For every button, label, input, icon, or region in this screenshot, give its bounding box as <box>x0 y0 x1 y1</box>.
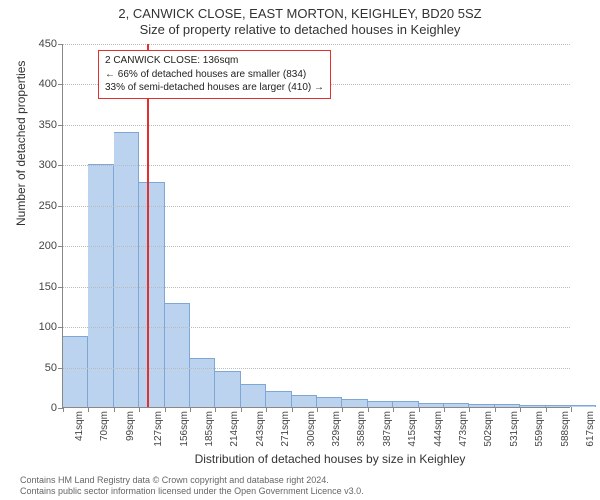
gridline <box>63 327 570 328</box>
xtick-label: 271sqm <box>280 411 291 447</box>
xtick-mark <box>317 407 318 412</box>
histogram-bar <box>292 395 317 407</box>
title-block: 2, CANWICK CLOSE, EAST MORTON, KEIGHLEY,… <box>0 0 600 39</box>
ytick-label: 150 <box>39 281 63 293</box>
ytick-label: 100 <box>39 321 63 333</box>
xtick-label: 214sqm <box>229 411 240 447</box>
gridline <box>63 44 570 45</box>
xtick-label: 358sqm <box>356 411 367 447</box>
gridline <box>63 368 570 369</box>
histogram-bar <box>266 391 291 407</box>
ytick-label: 0 <box>51 402 63 414</box>
ytick-label: 400 <box>39 78 63 90</box>
ytick-label: 250 <box>39 200 63 212</box>
xtick-mark <box>419 407 420 412</box>
histogram-bar <box>215 371 240 407</box>
xtick-label: 588sqm <box>559 411 570 447</box>
xtick-label: 502sqm <box>483 411 494 447</box>
chart-area: 05010015020025030035040045041sqm70sqm99s… <box>62 44 570 408</box>
xtick-mark <box>165 407 166 412</box>
xtick-label: 559sqm <box>534 411 545 447</box>
xtick-label: 415sqm <box>407 411 418 447</box>
xtick-mark <box>393 407 394 412</box>
gridline <box>63 206 570 207</box>
xtick-label: 127sqm <box>153 411 164 447</box>
xtick-label: 41sqm <box>74 411 85 441</box>
xtick-label: 70sqm <box>99 411 110 441</box>
ytick-label: 50 <box>45 362 63 374</box>
histogram-bar <box>546 405 571 407</box>
page-title-main: 2, CANWICK CLOSE, EAST MORTON, KEIGHLEY,… <box>0 6 600 22</box>
xtick-mark <box>114 407 115 412</box>
xtick-label: 531sqm <box>509 411 520 447</box>
ytick-label: 450 <box>39 38 63 50</box>
histogram-bar <box>571 405 596 407</box>
histogram-bar <box>139 182 164 407</box>
xtick-mark <box>215 407 216 412</box>
plot-area: 05010015020025030035040045041sqm70sqm99s… <box>62 44 570 408</box>
gridline <box>63 165 570 166</box>
ytick-label: 200 <box>39 240 63 252</box>
xtick-label: 156sqm <box>178 411 189 447</box>
xtick-mark <box>241 407 242 412</box>
xtick-mark <box>88 407 89 412</box>
histogram-bar <box>444 403 469 407</box>
info-box-line: 33% of semi-detached houses are larger (… <box>105 81 324 95</box>
xtick-mark <box>63 407 64 412</box>
info-box-line: ← 66% of detached houses are smaller (83… <box>105 68 324 82</box>
xtick-mark <box>368 407 369 412</box>
xtick-label: 329sqm <box>331 411 342 447</box>
histogram-bar <box>63 336 88 407</box>
ytick-label: 350 <box>39 119 63 131</box>
info-box: 2 CANWICK CLOSE: 136sqm← 66% of detached… <box>98 50 331 99</box>
xtick-label: 185sqm <box>204 411 215 447</box>
xtick-label: 473sqm <box>458 411 469 447</box>
xtick-mark <box>571 407 572 412</box>
xtick-label: 617sqm <box>585 411 596 447</box>
histogram-bar <box>342 399 367 407</box>
page-title-sub: Size of property relative to detached ho… <box>0 22 600 38</box>
xtick-label: 300sqm <box>305 411 316 447</box>
histogram-bar <box>114 132 139 407</box>
xtick-label: 444sqm <box>432 411 443 447</box>
xtick-mark <box>342 407 343 412</box>
xtick-mark <box>469 407 470 412</box>
histogram-bar <box>317 397 342 407</box>
xtick-mark <box>444 407 445 412</box>
xtick-mark <box>495 407 496 412</box>
histogram-bar <box>520 405 545 407</box>
footer: Contains HM Land Registry data © Crown c… <box>20 475 364 496</box>
histogram-bar <box>469 404 494 407</box>
gridline <box>63 246 570 247</box>
xtick-mark <box>139 407 140 412</box>
xtick-mark <box>546 407 547 412</box>
histogram-bar <box>165 303 190 407</box>
histogram-bar <box>241 384 266 407</box>
xtick-label: 99sqm <box>125 411 136 441</box>
histogram-bar <box>368 401 393 407</box>
xtick-mark <box>292 407 293 412</box>
xtick-mark <box>266 407 267 412</box>
x-axis-label: Distribution of detached houses by size … <box>30 452 600 466</box>
xtick-label: 387sqm <box>382 411 393 447</box>
histogram-bar <box>419 403 444 407</box>
footer-line2: Contains public sector information licen… <box>20 486 364 496</box>
footer-line1: Contains HM Land Registry data © Crown c… <box>20 475 364 485</box>
histogram-bar <box>393 401 418 407</box>
gridline <box>63 125 570 126</box>
y-axis-label: Number of detached properties <box>14 61 28 226</box>
xtick-mark <box>520 407 521 412</box>
ytick-label: 300 <box>39 159 63 171</box>
histogram-bar <box>190 358 215 407</box>
xtick-label: 243sqm <box>255 411 266 447</box>
histogram-bar <box>495 404 520 407</box>
info-box-line: 2 CANWICK CLOSE: 136sqm <box>105 54 324 68</box>
xtick-mark <box>190 407 191 412</box>
gridline <box>63 287 570 288</box>
